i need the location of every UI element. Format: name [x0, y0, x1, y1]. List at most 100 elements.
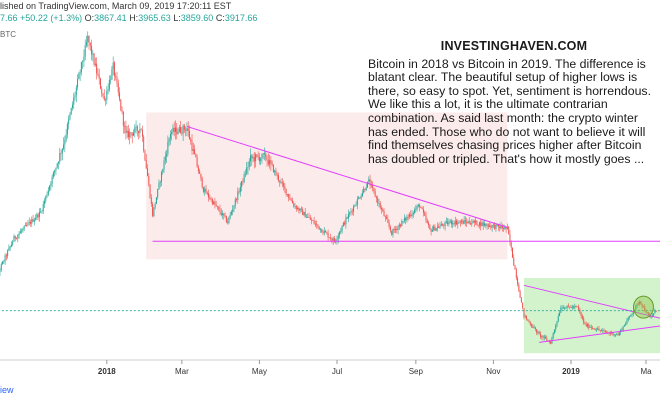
high-value: 3965.63 — [138, 13, 171, 23]
candle-body — [302, 209, 304, 215]
candle-body — [242, 181, 244, 182]
candle-body — [246, 167, 248, 174]
candle-body — [648, 312, 650, 316]
candle-body — [33, 219, 35, 222]
candle-body — [655, 311, 657, 312]
candle-body — [138, 130, 140, 133]
candle-body — [269, 160, 271, 165]
candle-body — [518, 284, 520, 292]
candle-body — [504, 226, 506, 230]
x-tick-label: Jul — [332, 367, 342, 376]
candle-body — [327, 233, 329, 238]
candle-body — [188, 130, 190, 139]
candle-body — [312, 220, 314, 222]
candle-body — [394, 229, 396, 231]
candle-body — [186, 128, 188, 131]
candle-body — [168, 138, 170, 142]
candle-body — [350, 211, 352, 213]
candle-body — [463, 220, 465, 224]
candle-body — [456, 220, 458, 225]
candle-body — [157, 189, 159, 198]
candle-body — [12, 241, 14, 245]
candle-body — [326, 232, 328, 234]
candle-body — [553, 329, 555, 334]
candle-body — [237, 191, 239, 200]
candle-body — [52, 172, 54, 177]
x-axis-ticks: 2018 Mar May Jul Sep Nov 2019 Ma — [98, 360, 652, 376]
candle-body — [200, 173, 202, 179]
candle-body — [336, 238, 338, 241]
candle-body — [330, 237, 332, 239]
candle-body — [125, 126, 127, 134]
candle-body — [511, 247, 513, 258]
candle-body — [613, 334, 615, 336]
candle-body — [439, 225, 441, 228]
symbol-label: BTC — [0, 30, 16, 39]
candle-body — [84, 45, 86, 57]
candle-body — [299, 208, 301, 211]
candle-body — [35, 218, 37, 220]
candle-body — [467, 221, 469, 224]
candle-body — [41, 210, 43, 212]
candle-body — [567, 305, 569, 307]
candle-body — [426, 220, 428, 223]
candle-body — [517, 278, 519, 285]
candle-body — [47, 190, 49, 195]
footer-link[interactable]: iew — [0, 385, 14, 395]
candle-body — [32, 219, 34, 222]
candle-body — [92, 53, 94, 55]
candle-body — [415, 208, 417, 210]
candle-body — [630, 315, 632, 317]
candle-body — [435, 228, 437, 231]
candle-body — [107, 89, 109, 91]
candle-body — [14, 236, 16, 239]
candle-body — [122, 111, 124, 126]
candle-body — [344, 222, 346, 225]
candle-body — [355, 204, 357, 206]
candle-body — [144, 150, 146, 161]
candle-body — [593, 328, 595, 329]
candle-body — [454, 220, 456, 225]
candle-body — [241, 181, 243, 187]
candle-body — [244, 173, 246, 175]
candle-body — [145, 160, 147, 169]
candle-body — [69, 114, 71, 120]
candle-body — [158, 183, 160, 190]
candle-body — [337, 235, 339, 239]
candle-body — [103, 95, 105, 100]
candle-body — [604, 330, 606, 333]
zone-2018 — [146, 112, 508, 260]
candle-body — [644, 306, 646, 311]
candle-body — [183, 125, 185, 130]
candle-body — [527, 319, 529, 321]
candle-body — [309, 217, 311, 220]
candle-body — [295, 206, 297, 209]
candle-body — [380, 207, 383, 210]
candle-body — [148, 176, 150, 185]
candle-body — [45, 195, 47, 201]
close-label: C: — [215, 13, 225, 23]
candle-body — [367, 181, 369, 188]
candle-body — [484, 223, 486, 226]
candle-body — [236, 199, 238, 201]
candle-body — [515, 269, 517, 279]
candle-body — [238, 191, 240, 193]
candle-body — [538, 331, 540, 334]
candle-body — [284, 186, 286, 189]
candle-body — [93, 53, 95, 65]
candle-body — [160, 172, 163, 182]
candle-body — [152, 203, 154, 217]
candle-body — [462, 220, 464, 224]
candle-body — [542, 335, 544, 338]
candle-body — [639, 301, 641, 304]
candle-body — [571, 306, 573, 308]
candle-body — [262, 153, 264, 155]
candle-body — [97, 73, 99, 76]
candle-body — [603, 330, 605, 332]
candle-body — [618, 332, 620, 336]
candle-body — [382, 209, 384, 212]
candle-body — [79, 72, 81, 74]
candle-body — [442, 224, 444, 226]
candle-body — [581, 316, 583, 319]
